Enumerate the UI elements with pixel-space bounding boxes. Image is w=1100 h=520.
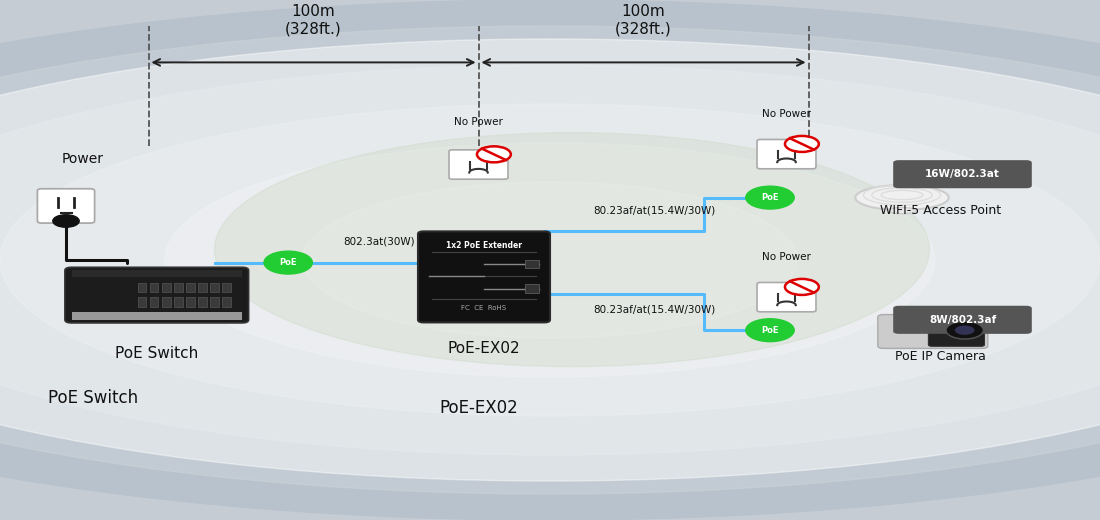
FancyBboxPatch shape xyxy=(222,283,231,292)
FancyBboxPatch shape xyxy=(138,297,146,307)
Text: 802.3at(30W): 802.3at(30W) xyxy=(343,237,416,247)
FancyBboxPatch shape xyxy=(65,267,249,323)
Ellipse shape xyxy=(0,26,1100,494)
Ellipse shape xyxy=(0,65,1100,455)
Circle shape xyxy=(264,251,312,274)
Circle shape xyxy=(746,186,794,209)
FancyBboxPatch shape xyxy=(174,283,183,292)
FancyBboxPatch shape xyxy=(174,297,183,307)
FancyBboxPatch shape xyxy=(186,297,195,307)
FancyBboxPatch shape xyxy=(210,283,219,292)
Text: 8W/802.3af: 8W/802.3af xyxy=(928,315,997,325)
Circle shape xyxy=(53,215,79,227)
Circle shape xyxy=(785,279,818,295)
FancyBboxPatch shape xyxy=(525,260,539,268)
FancyBboxPatch shape xyxy=(37,189,95,223)
Text: 100m
(328ft.): 100m (328ft.) xyxy=(285,4,342,36)
Text: PoE: PoE xyxy=(761,326,779,335)
Text: No Power: No Power xyxy=(762,109,811,120)
Text: 80.23af/at(15.4W/30W): 80.23af/at(15.4W/30W) xyxy=(593,304,716,315)
Circle shape xyxy=(955,326,975,335)
Ellipse shape xyxy=(0,39,1100,481)
FancyBboxPatch shape xyxy=(449,150,508,179)
FancyBboxPatch shape xyxy=(757,139,816,169)
Text: PoE-EX02: PoE-EX02 xyxy=(448,341,520,356)
FancyBboxPatch shape xyxy=(222,297,231,307)
FancyBboxPatch shape xyxy=(198,297,207,307)
FancyBboxPatch shape xyxy=(186,283,195,292)
Ellipse shape xyxy=(302,182,798,338)
Text: 16W/802.3at: 16W/802.3at xyxy=(925,169,1000,179)
FancyBboxPatch shape xyxy=(72,312,242,320)
FancyBboxPatch shape xyxy=(162,283,170,292)
Text: No Power: No Power xyxy=(454,117,503,127)
FancyBboxPatch shape xyxy=(198,283,207,292)
Text: PoE Switch: PoE Switch xyxy=(48,389,139,407)
Text: PoE-EX02: PoE-EX02 xyxy=(439,399,518,417)
Text: PoE Switch: PoE Switch xyxy=(116,346,198,361)
FancyBboxPatch shape xyxy=(162,297,170,307)
Text: FC  CE  RoHS: FC CE RoHS xyxy=(461,305,507,311)
Text: WIFI-5 Access Point: WIFI-5 Access Point xyxy=(880,204,1001,217)
Circle shape xyxy=(746,319,794,342)
FancyBboxPatch shape xyxy=(150,297,158,307)
Text: 100m
(328ft.): 100m (328ft.) xyxy=(615,4,672,36)
Ellipse shape xyxy=(889,207,915,214)
Ellipse shape xyxy=(165,143,935,377)
Circle shape xyxy=(785,136,818,152)
Ellipse shape xyxy=(856,185,948,210)
FancyBboxPatch shape xyxy=(928,317,984,346)
FancyBboxPatch shape xyxy=(150,283,158,292)
FancyBboxPatch shape xyxy=(757,282,816,312)
FancyBboxPatch shape xyxy=(138,283,146,292)
Circle shape xyxy=(946,321,983,339)
FancyBboxPatch shape xyxy=(893,306,1032,334)
Text: 80.23af/at(15.4W/30W): 80.23af/at(15.4W/30W) xyxy=(593,205,716,216)
Ellipse shape xyxy=(0,104,1100,416)
Text: No Power: No Power xyxy=(762,252,811,263)
Text: PoE: PoE xyxy=(761,193,779,202)
Text: Power: Power xyxy=(62,152,103,165)
Text: PoE IP Camera: PoE IP Camera xyxy=(895,349,986,363)
Text: PoE: PoE xyxy=(279,258,297,267)
Text: 1x2 PoE Extender: 1x2 PoE Extender xyxy=(446,241,522,250)
FancyBboxPatch shape xyxy=(893,160,1032,188)
FancyBboxPatch shape xyxy=(878,315,988,348)
Circle shape xyxy=(477,146,510,162)
FancyBboxPatch shape xyxy=(72,270,242,277)
FancyBboxPatch shape xyxy=(418,231,550,322)
FancyBboxPatch shape xyxy=(525,284,539,293)
FancyBboxPatch shape xyxy=(210,297,219,307)
Ellipse shape xyxy=(214,133,929,367)
